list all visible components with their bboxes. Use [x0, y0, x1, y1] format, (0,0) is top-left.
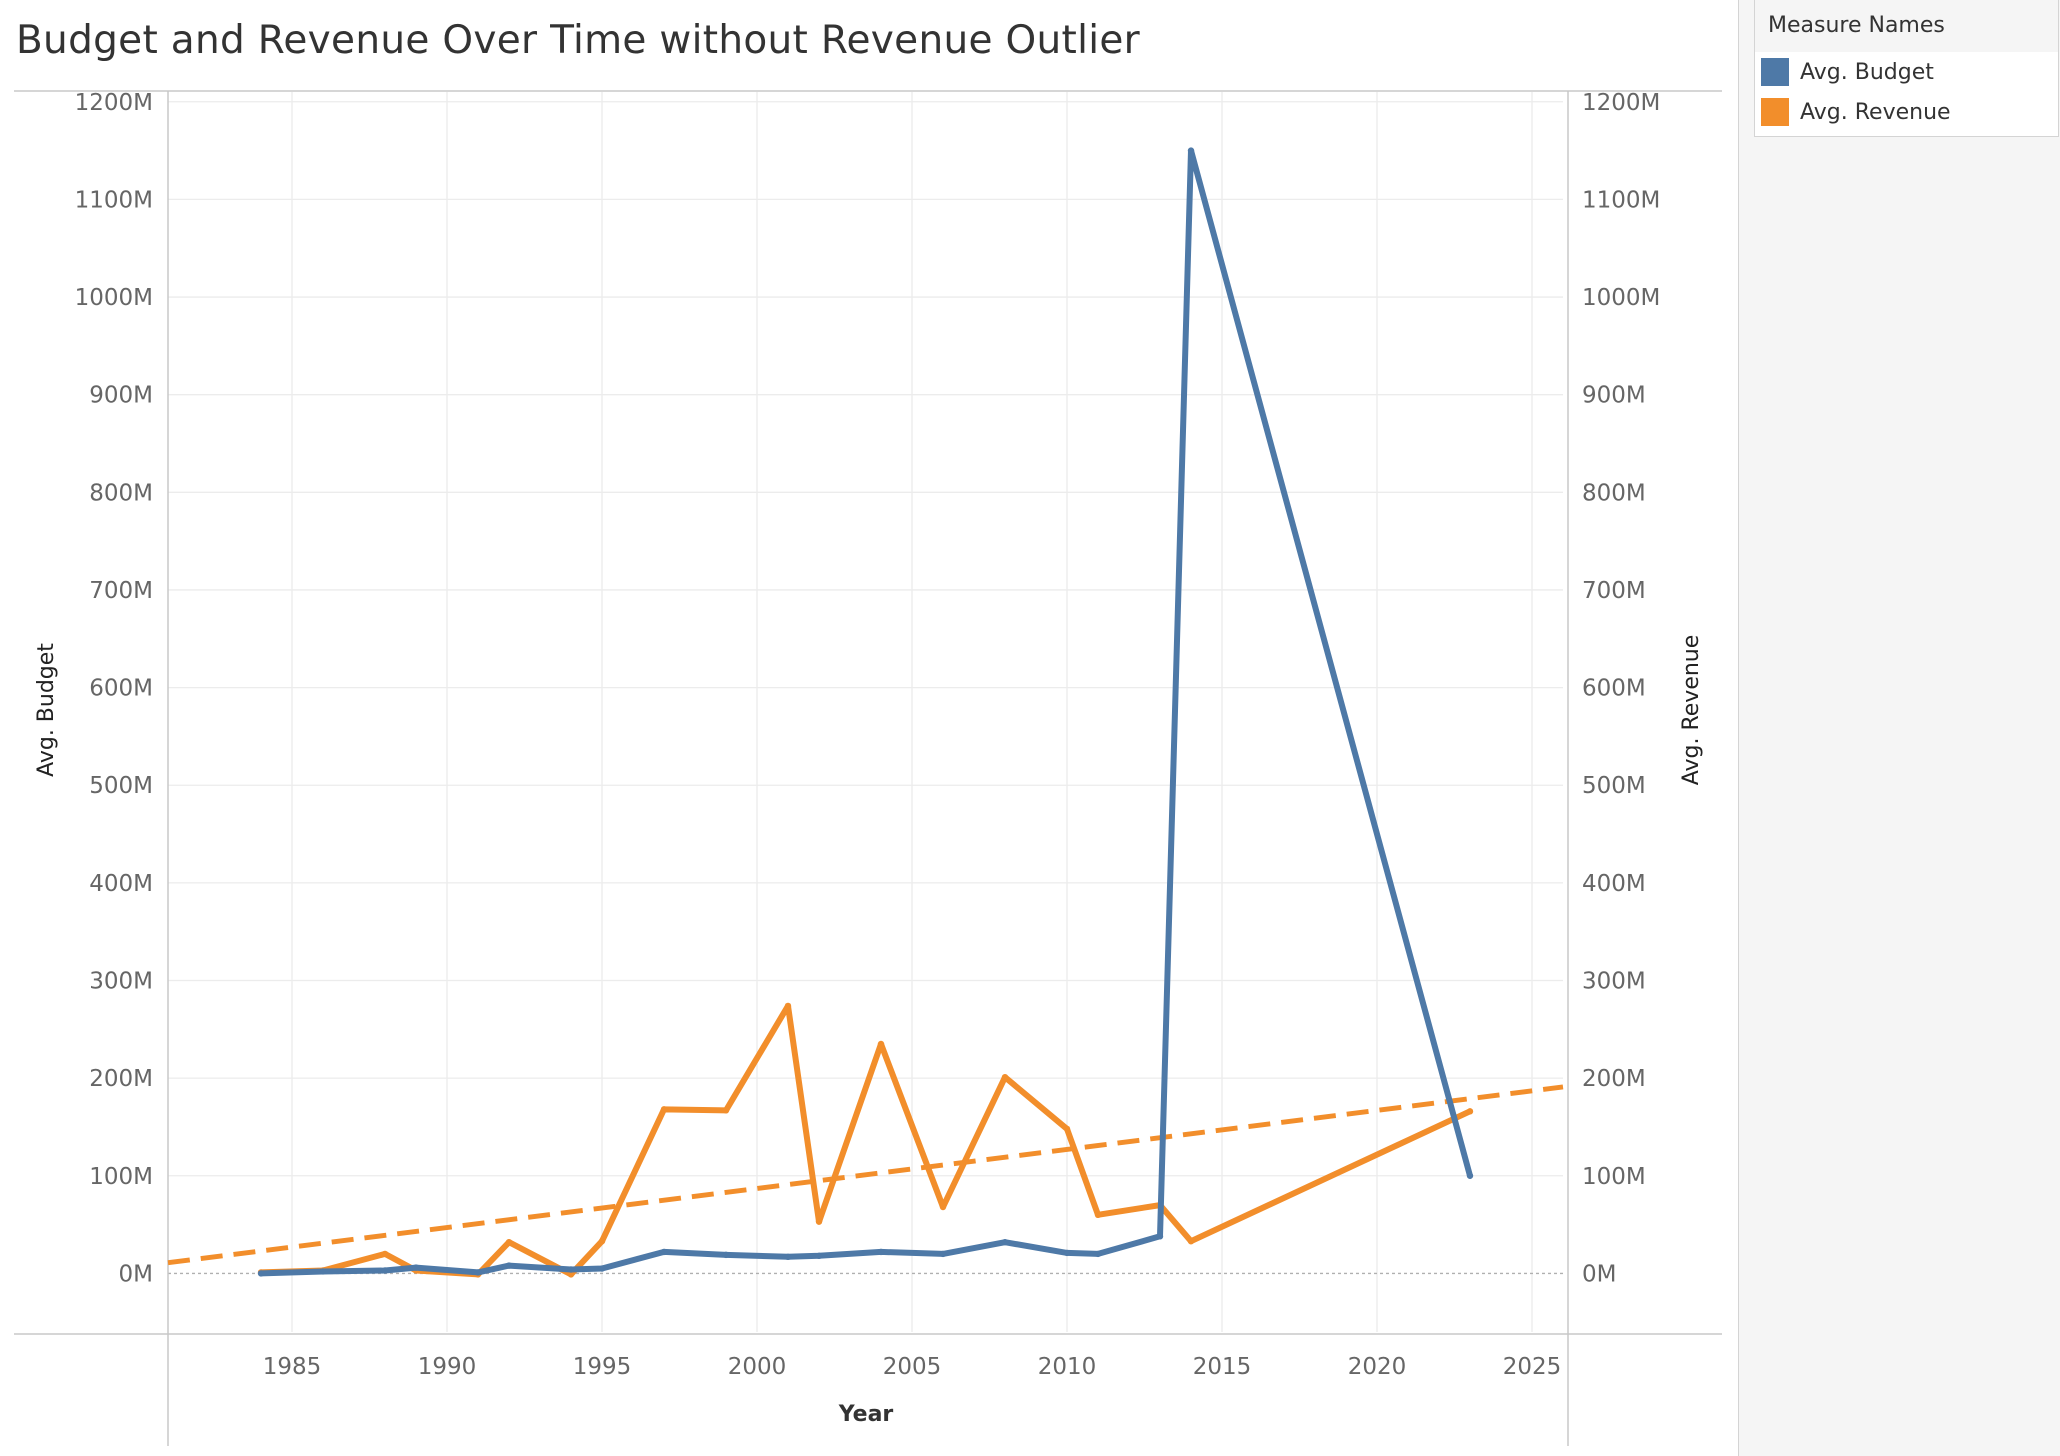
data-point-avg-budget[interactable] — [598, 1265, 606, 1272]
legend-label-avg-revenue: Avg. Revenue — [1800, 99, 1951, 125]
y-tick-label-left: 600M — [89, 676, 153, 702]
data-point-avg-revenue[interactable] — [815, 1218, 823, 1225]
y-tick-label-right: 1200M — [1582, 90, 1660, 116]
y-tick-label-right: 300M — [1582, 969, 1646, 995]
x-tick-label: 2020 — [1348, 1354, 1407, 1380]
y-tick-label-right: 600M — [1582, 676, 1646, 702]
y-tick-label-right: 500M — [1582, 773, 1646, 799]
data-point-avg-revenue[interactable] — [1466, 1108, 1474, 1115]
y-tick-label-left: 400M — [89, 871, 153, 897]
y-tick-label-left: 700M — [89, 578, 153, 604]
y-tick-label-right: 100M — [1582, 1164, 1646, 1190]
legend-swatch-avg-revenue — [1761, 98, 1789, 126]
y-axis-title-right: Avg. Revenue — [1679, 635, 1704, 786]
tick-labels: 0M 0M 100M 100M 200M 200M 300M 300M 400M 400M 500M… — [75, 90, 1661, 1380]
y-tick-label-right: 1100M — [1582, 187, 1660, 213]
data-point-avg-budget[interactable] — [1156, 1233, 1164, 1240]
y-tick-label-left: 900M — [89, 383, 153, 409]
legend-item-avg-revenue[interactable]: Avg. Revenue — [1755, 92, 2058, 132]
y-tick-label-right: 400M — [1582, 871, 1646, 897]
data-point-avg-budget[interactable] — [1001, 1238, 1009, 1246]
data-point-avg-budget[interactable] — [784, 1253, 792, 1261]
x-axis-title: Year — [838, 1402, 894, 1427]
data-point-avg-budget[interactable] — [939, 1250, 947, 1258]
data-point-avg-budget[interactable] — [815, 1252, 823, 1260]
chart-title: Budget and Revenue Over Time without Rev… — [16, 18, 1140, 63]
data-point-avg-budget[interactable] — [474, 1269, 482, 1276]
y-tick-label-right: 0M — [1582, 1261, 1616, 1287]
data-point-avg-budget[interactable] — [505, 1262, 513, 1269]
y-tick-label-right: 1000M — [1582, 285, 1660, 311]
data-point-avg-revenue[interactable] — [660, 1106, 668, 1113]
y-tick-label-left: 500M — [89, 773, 153, 799]
data-point-avg-budget[interactable] — [877, 1248, 885, 1256]
legend-label-avg-budget: Avg. Budget — [1800, 59, 1934, 85]
data-point-avg-budget[interactable] — [1063, 1249, 1071, 1257]
trend-line-avg-revenue — [167, 1084, 1564, 1266]
y-tick-label-right: 800M — [1582, 480, 1646, 506]
data-point-avg-budget[interactable] — [257, 1270, 265, 1277]
y-tick-label-left: 800M — [89, 480, 153, 506]
data-point-avg-revenue[interactable] — [939, 1203, 947, 1211]
y-tick-label-left: 1000M — [75, 285, 153, 311]
x-tick-label: 2005 — [883, 1354, 942, 1380]
legend-swatch-avg-budget — [1761, 58, 1789, 86]
x-tick-label: 1995 — [573, 1354, 632, 1380]
data-point-avg-revenue[interactable] — [784, 1002, 792, 1010]
data-point-avg-revenue[interactable] — [381, 1250, 389, 1258]
chart-frame — [14, 90, 1722, 1446]
legend-title: Measure Names — [1755, 0, 2058, 52]
series-layer — [167, 147, 1564, 1278]
y-tick-label-left: 0M — [119, 1261, 153, 1287]
y-tick-label-right: 700M — [1582, 578, 1646, 604]
y-tick-label-right: 900M — [1582, 383, 1646, 409]
x-tick-label: 2010 — [1038, 1354, 1097, 1380]
x-tick-label: 2025 — [1503, 1354, 1562, 1380]
y-tick-label-left: 300M — [89, 969, 153, 995]
data-point-avg-revenue[interactable] — [598, 1237, 606, 1245]
series-line-avg-budget[interactable] — [258, 147, 1473, 1277]
data-point-avg-revenue[interactable] — [1094, 1211, 1102, 1219]
data-point-avg-revenue[interactable] — [1063, 1125, 1071, 1133]
data-point-avg-revenue[interactable] — [1187, 1237, 1195, 1245]
legend[interactable]: Measure Names Avg. Budget Avg. Revenue — [1754, 0, 2059, 137]
y-tick-label-left: 100M — [89, 1164, 153, 1190]
data-point-avg-budget[interactable] — [1466, 1172, 1474, 1179]
y-tick-label-left: 1200M — [75, 90, 153, 116]
data-point-avg-budget[interactable] — [660, 1248, 668, 1256]
data-point-avg-budget[interactable] — [412, 1264, 420, 1271]
data-point-avg-revenue[interactable] — [877, 1040, 885, 1048]
y-tick-label-right: 200M — [1582, 1066, 1646, 1092]
data-point-avg-budget[interactable] — [319, 1268, 327, 1275]
data-point-avg-revenue[interactable] — [722, 1107, 730, 1114]
data-point-avg-budget[interactable] — [381, 1267, 389, 1274]
data-point-avg-revenue[interactable] — [505, 1238, 513, 1246]
series-line-avg-revenue[interactable] — [258, 1002, 1473, 1278]
x-tick-label: 2015 — [1193, 1354, 1252, 1380]
line-chart: 0M 0M 100M 100M 200M 200M 300M 300M 400M 400M 500M… — [14, 90, 1722, 1446]
data-point-avg-revenue[interactable] — [1001, 1073, 1009, 1081]
x-tick-label: 1990 — [418, 1354, 477, 1380]
y-tick-label-left: 200M — [89, 1066, 153, 1092]
data-point-avg-budget[interactable] — [567, 1266, 575, 1273]
right-panel — [1738, 0, 2060, 1456]
data-point-avg-budget[interactable] — [1187, 147, 1195, 154]
y-tick-label-left: 1100M — [75, 187, 153, 213]
data-point-avg-budget[interactable] — [1094, 1250, 1102, 1258]
x-tick-label: 1985 — [263, 1354, 322, 1380]
y-axis-title-left: Avg. Budget — [34, 643, 59, 777]
legend-item-avg-budget[interactable]: Avg. Budget — [1755, 52, 2058, 92]
data-point-avg-revenue[interactable] — [567, 1271, 575, 1278]
data-point-avg-budget[interactable] — [722, 1251, 730, 1259]
grid-layer — [168, 92, 1563, 1332]
x-tick-label: 2000 — [728, 1354, 787, 1380]
